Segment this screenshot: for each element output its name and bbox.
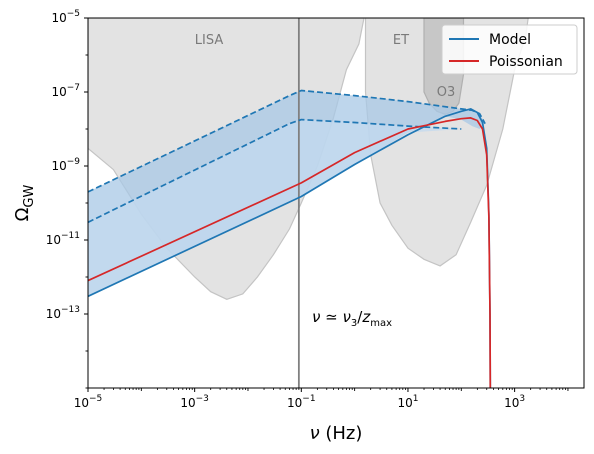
- series-lines: [88, 89, 492, 388]
- x-tick-label-3: 101: [397, 394, 418, 410]
- x-tick-label-2: 10−1: [287, 394, 316, 410]
- x-axis-title: ν (Hz): [310, 423, 363, 444]
- legend-label-poissonian: Poissonian: [489, 54, 563, 70]
- y-tick-label-1: 10−11: [46, 231, 80, 247]
- series-line-poissonian: [88, 117, 492, 388]
- x-tick-label-1: 10−3: [180, 394, 209, 410]
- y-tick-label-3: 10−7: [51, 83, 80, 99]
- vertical-line-annotation: ν ≃ ν3/zmax: [312, 308, 392, 329]
- y-tick-label-2: 10−9: [51, 157, 80, 173]
- legend: Model Poissonian: [441, 24, 578, 75]
- region-label-lisa: LISA: [195, 33, 224, 48]
- x-tick-label-0: 10−5: [74, 394, 103, 410]
- legend-label-model: Model: [489, 32, 531, 48]
- y-tick-label-0: 10−13: [46, 305, 80, 321]
- y-tick-label-4: 10−5: [51, 9, 80, 25]
- region-label-o3: O3: [437, 85, 456, 100]
- x-tick-label-4: 103: [504, 394, 525, 410]
- x-axis: 10−5 10−3 10−1 101 103: [74, 388, 569, 410]
- series-line-model-upper-bound: [88, 89, 486, 193]
- region-label-et: ET: [393, 33, 409, 48]
- y-axis-title: ΩGW: [12, 185, 37, 222]
- y-axis: 10−13 10−11 10−9 10−7 10−5: [46, 9, 88, 389]
